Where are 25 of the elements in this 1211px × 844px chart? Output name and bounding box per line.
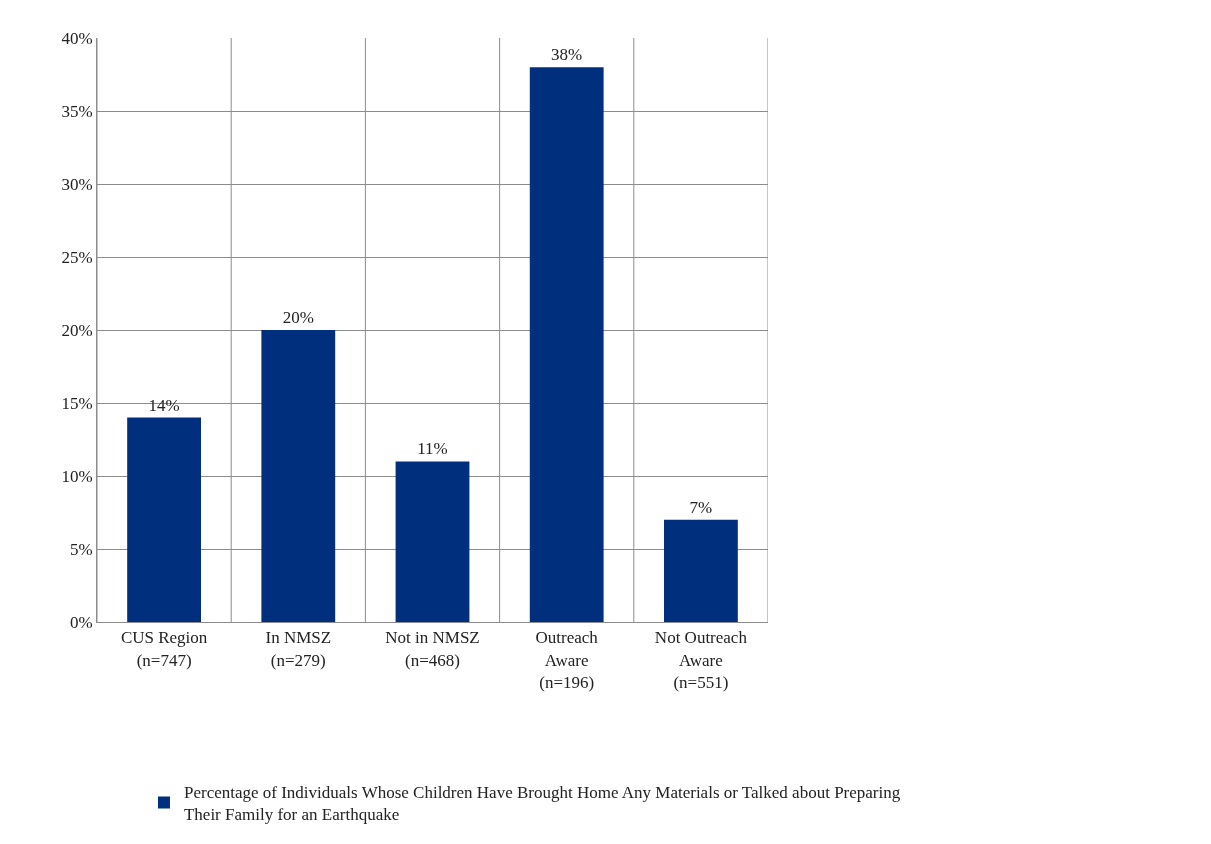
x-tick-label: Not in NMSZ (n=468) (385, 628, 480, 670)
y-tick-label: 15% (61, 393, 93, 413)
text: 38% (551, 45, 583, 65)
bar (664, 519, 738, 622)
x-tick-label: In NMSZ (n=279) (265, 628, 332, 670)
y-tick-label: 5% (69, 539, 93, 559)
bar (127, 417, 202, 622)
bar (395, 461, 470, 622)
text: 20% (282, 308, 314, 327)
text: 7% (689, 497, 713, 517)
x-tick-label: Outreach Aware (n=196) (535, 628, 599, 692)
y-tick-label: 40% (61, 28, 93, 48)
x-tick-label: Not Outreach Aware (n=551) (654, 628, 748, 692)
bar (529, 67, 604, 622)
y-tick-label: 25% (61, 247, 93, 267)
y-tick-label: 35% (61, 101, 93, 121)
x-tick-label: CUS Region (n=747) (120, 628, 208, 670)
y-tick-label: 20% (61, 320, 93, 340)
text: 11% (417, 439, 448, 459)
y-tick-label: 10% (61, 466, 93, 486)
bar (261, 330, 336, 622)
y-tick-label: 30% (61, 174, 93, 194)
legend-label: Percentage of Individuals Whose Children Have Brought Home Any Materials or Talked about Preparing Their Family for an Earthquake (183, 783, 901, 825)
y-tick-label: 0% (69, 612, 93, 632)
text: 14% (148, 395, 180, 415)
